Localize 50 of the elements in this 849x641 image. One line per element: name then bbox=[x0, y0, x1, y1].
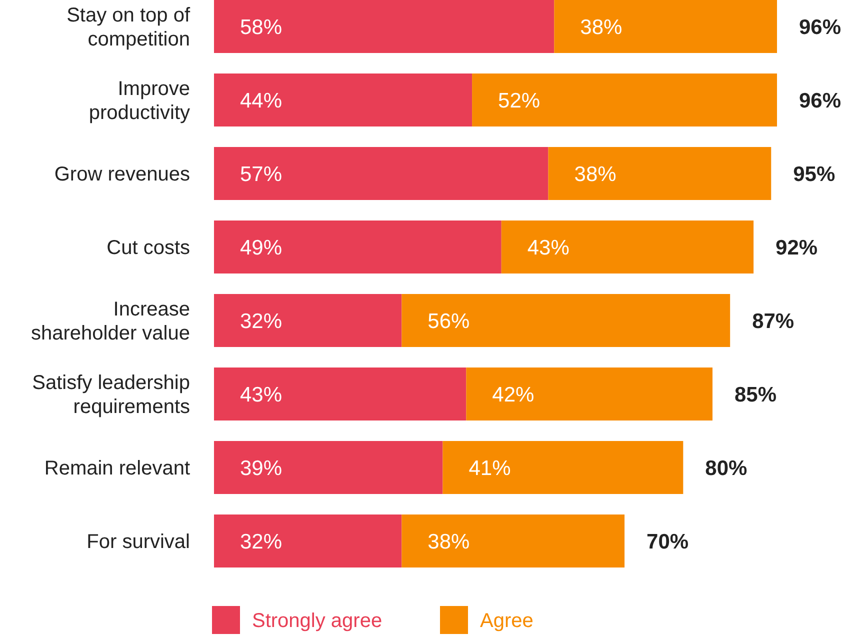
total-label: 95% bbox=[793, 162, 836, 186]
total-label: 87% bbox=[752, 310, 794, 333]
data-label: 56% bbox=[428, 310, 470, 333]
y-tick-label: Improve productivity bbox=[88, 78, 190, 124]
data-label: 38% bbox=[428, 530, 470, 554]
bar bbox=[214, 74, 472, 126]
bar bbox=[554, 0, 777, 53]
total-label: 70% bbox=[646, 530, 689, 554]
bar bbox=[472, 74, 777, 126]
bar bbox=[214, 294, 402, 347]
bar bbox=[214, 0, 554, 53]
data-label: 39% bbox=[240, 456, 282, 480]
y-tick-label: Remain relevant bbox=[44, 458, 190, 480]
total-label: 92% bbox=[776, 236, 818, 260]
data-label: 49% bbox=[240, 236, 282, 260]
data-label: 43% bbox=[527, 236, 570, 260]
bar bbox=[214, 368, 466, 420]
y-tick-label: Stay on top of competition bbox=[66, 4, 190, 50]
y-tick-label: Satisfy leadership requirements bbox=[32, 372, 190, 418]
data-label: 38% bbox=[580, 16, 622, 39]
bar bbox=[402, 294, 730, 347]
legend-label: Strongly agree bbox=[252, 610, 382, 632]
bar bbox=[442, 441, 684, 494]
bar bbox=[214, 147, 548, 200]
data-label: 32% bbox=[240, 310, 282, 333]
y-tick-label: Cut costs bbox=[106, 237, 190, 259]
legend-label: Agree bbox=[480, 610, 534, 632]
data-label: 44% bbox=[240, 89, 282, 112]
bar bbox=[402, 514, 625, 568]
y-tick-label: For survival bbox=[86, 531, 190, 553]
bar bbox=[466, 368, 712, 420]
data-label: 58% bbox=[240, 16, 282, 39]
bar bbox=[214, 220, 502, 274]
total-label: 96% bbox=[799, 16, 842, 39]
total-label: 85% bbox=[734, 383, 777, 406]
y-tick-label: Grow revenues bbox=[54, 164, 190, 186]
bar bbox=[501, 220, 754, 274]
data-label: 57% bbox=[240, 162, 282, 186]
data-label: 41% bbox=[468, 456, 511, 480]
bar bbox=[214, 441, 443, 494]
data-label: 43% bbox=[240, 383, 282, 406]
bar bbox=[548, 147, 772, 200]
data-label: 42% bbox=[492, 383, 534, 406]
total-label: 96% bbox=[799, 89, 842, 112]
data-label: 32% bbox=[240, 530, 282, 554]
y-tick-label: Increase shareholder value bbox=[31, 298, 190, 344]
total-label: 80% bbox=[705, 456, 748, 480]
bar bbox=[214, 514, 402, 568]
data-label: 38% bbox=[574, 162, 616, 186]
data-label: 52% bbox=[498, 89, 540, 112]
